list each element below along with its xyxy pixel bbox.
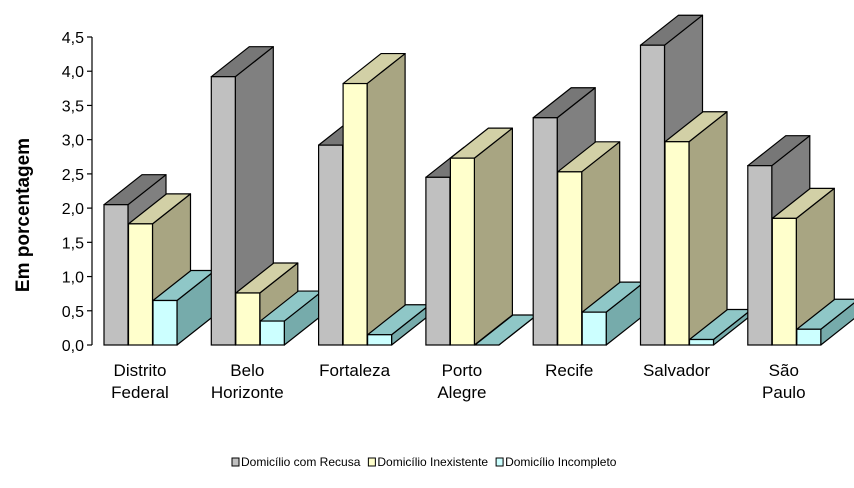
bar-front-face [747, 165, 773, 346]
category-label: Horizonte [211, 383, 284, 402]
category-label: Alegre [437, 383, 486, 402]
bar-front-face [127, 223, 154, 346]
y-axis-label: Em porcentagem [13, 138, 34, 292]
y-tick-label: 0,0 [62, 338, 84, 355]
bar-0-2 [152, 269, 216, 346]
legend-swatch [367, 457, 376, 467]
bar-front-face [532, 117, 558, 346]
category-label: Paulo [762, 383, 805, 402]
category-label: Salvador [643, 361, 710, 380]
legend-label: Domicílio com Recusa [241, 455, 361, 469]
legend-swatch [231, 457, 240, 467]
y-tick-label: 1,0 [62, 270, 84, 287]
bar-5-2 [688, 308, 753, 346]
category-label: Porto [442, 361, 483, 380]
bar-front-face [664, 141, 690, 346]
bar-front-face [639, 44, 666, 346]
category-label: Belo [230, 361, 264, 380]
bar-front-face [796, 328, 822, 346]
bar-front-face [557, 171, 583, 346]
bar-front-face [342, 82, 368, 346]
bar-front-face [103, 204, 129, 346]
category-labels: Distrito Federal Belo Horizonte Fortaleza Por… [111, 361, 805, 402]
bar-front-face [235, 292, 261, 346]
y-axis: 0,0 0,5 1,0 1,5 2,0 2,5 3,0 3,5 4,0 4,5 [62, 30, 93, 355]
legend: Domicílio com Recusa Domicílio Inexistent… [231, 455, 617, 469]
bar-front-face [688, 338, 715, 346]
category-label: Federal [111, 383, 169, 402]
bars-layer [103, 14, 854, 346]
legend-item: Domicílio Incompleto [495, 455, 617, 469]
bar-5-1 [664, 111, 728, 346]
y-tick-label: 3,5 [62, 98, 84, 115]
bar-side-face [688, 111, 728, 346]
y-tick-label: 4,0 [62, 64, 84, 81]
bar-front-face [210, 76, 236, 346]
legend-label: Domicílio Inexistente [377, 455, 488, 469]
y-tick-label: 2,0 [62, 201, 84, 218]
bar-6-2 [796, 298, 854, 346]
y-tick-label: 0,5 [62, 304, 84, 321]
category-label: Recife [545, 361, 593, 380]
bar-front-face [771, 217, 797, 346]
y-tick-label: 3,0 [62, 133, 84, 150]
bar-front-face [152, 299, 178, 346]
bar-front-face [259, 320, 285, 346]
bar-2-1 [342, 52, 406, 346]
legend-item: Domicílio com Recusa [231, 455, 361, 469]
category-label: Fortaleza [319, 361, 390, 380]
bar-3-1 [449, 127, 514, 346]
legend-label: Domicílio Incompleto [505, 455, 617, 469]
category-label: Distrito [114, 361, 167, 380]
y-tick-label: 2,5 [62, 167, 84, 184]
bar-side-face [366, 52, 406, 346]
bar-6-1 [771, 187, 835, 346]
bar-1-2 [259, 290, 323, 346]
y-tick-label: 1,5 [62, 235, 84, 252]
bar-1-0 [210, 46, 274, 346]
bar-front-face [318, 144, 344, 346]
bar-front-face [425, 176, 451, 346]
bar-front-face [581, 311, 607, 346]
bar-front-face [449, 157, 475, 346]
legend-item: Domicílio Inexistente [367, 455, 488, 469]
category-label: São [769, 361, 799, 380]
legend-swatch [495, 457, 504, 467]
bar-front-face [367, 334, 393, 346]
y-tick-label: 4,5 [62, 30, 84, 47]
bar-side-face [473, 127, 514, 346]
